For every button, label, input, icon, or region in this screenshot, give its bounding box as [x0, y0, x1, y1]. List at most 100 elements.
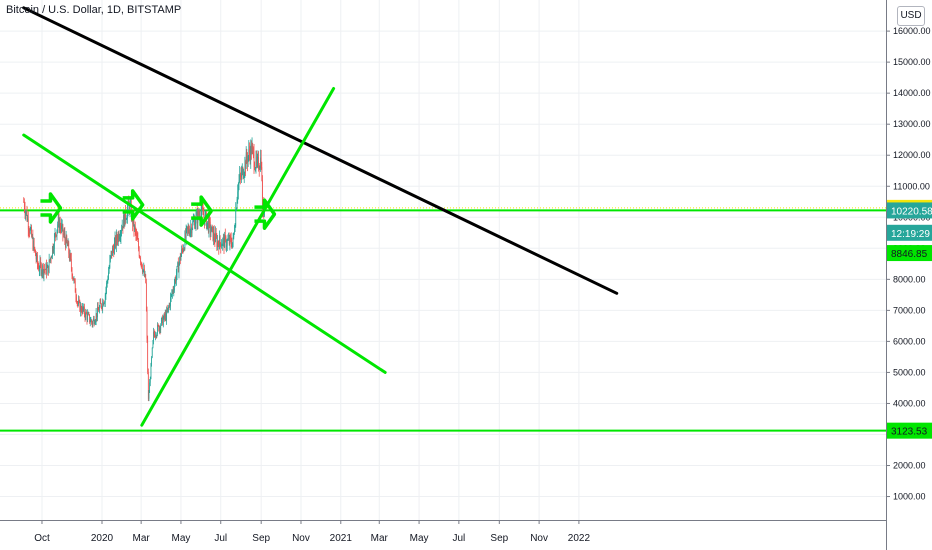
candle-down — [68, 248, 70, 262]
candle-down — [181, 244, 183, 254]
price-badge-text: 10220.58 — [891, 206, 932, 217]
candle-up — [168, 305, 169, 313]
candle-up — [217, 235, 218, 251]
candle-up — [110, 255, 111, 263]
candle-down — [223, 234, 225, 255]
candle-down — [29, 228, 30, 238]
x-tick-label: Jul — [214, 533, 227, 544]
candle-up — [207, 220, 209, 230]
candle-down — [77, 300, 79, 308]
candle-up — [248, 140, 250, 162]
candle-down — [118, 230, 120, 242]
candle-down — [230, 233, 231, 243]
candle-down — [142, 264, 143, 275]
candle-down — [240, 167, 242, 180]
price-badge-text: 8846.85 — [891, 249, 928, 260]
candle-down — [37, 251, 38, 270]
candle-up — [109, 254, 111, 269]
candle-up — [47, 264, 49, 269]
candle-up — [174, 278, 175, 293]
candle-down — [239, 172, 241, 185]
candle-down — [113, 243, 115, 258]
candle-up — [108, 266, 109, 280]
candle-up — [148, 389, 150, 402]
candle-up — [256, 153, 258, 169]
candle-down — [211, 224, 213, 233]
candle-down — [225, 235, 227, 251]
candle-up — [53, 233, 55, 256]
candle-up — [63, 227, 65, 239]
candle-up — [234, 224, 235, 235]
candle-up — [219, 230, 220, 250]
candle-up — [149, 376, 151, 387]
candle-up — [107, 275, 109, 284]
candle-up — [222, 237, 224, 251]
candle-down — [123, 213, 125, 229]
candle-down — [242, 166, 244, 180]
candle-up — [83, 303, 85, 312]
candle-down — [175, 275, 177, 284]
candle-up — [250, 139, 252, 169]
candle-down — [46, 259, 47, 279]
arrow-marker — [254, 198, 277, 230]
candle-down — [33, 237, 35, 254]
currency-button[interactable]: USD — [897, 6, 925, 26]
candle-up — [94, 319, 96, 325]
candle-down — [213, 225, 215, 245]
candle-down — [49, 259, 51, 263]
candle-up — [232, 242, 233, 249]
x-tick-label: 2020 — [91, 533, 114, 544]
candle-down — [202, 200, 204, 215]
candle-up — [168, 302, 170, 308]
candle-down — [71, 266, 73, 280]
candle-up — [196, 208, 197, 216]
candle-up — [56, 229, 58, 241]
candle-up — [119, 233, 121, 241]
candle-down — [74, 278, 76, 293]
candle-down — [137, 232, 139, 242]
candle-up — [67, 238, 69, 247]
candle-down — [189, 225, 190, 237]
candle-up — [53, 243, 55, 254]
chart-title: Bitcoin / U.S. Dollar, 1D, BITSTAMP — [6, 4, 182, 16]
candle-up — [176, 265, 178, 281]
candlestick-series — [23, 137, 265, 402]
candle-down — [64, 227, 66, 246]
candle-up — [121, 219, 123, 231]
arrow-markers — [40, 189, 277, 230]
candle-down — [63, 229, 64, 238]
x-tick-label: Sep — [252, 533, 270, 544]
candle-up — [99, 298, 101, 308]
candle-up — [113, 237, 115, 255]
candle-up — [50, 257, 51, 264]
candle-up — [102, 298, 104, 314]
candle-down — [115, 235, 117, 249]
candle-up — [241, 163, 243, 176]
candle-down — [217, 240, 219, 248]
candle-down — [246, 148, 248, 165]
candle-up — [226, 238, 228, 251]
candle-up — [104, 300, 106, 304]
x-tick-label: Mar — [133, 533, 151, 544]
candle-up — [234, 223, 236, 233]
candle-up — [191, 227, 193, 237]
candle-down — [250, 140, 252, 160]
candle-up — [33, 237, 34, 251]
candle-up — [152, 339, 154, 349]
candle-up — [46, 262, 48, 276]
candle-down — [68, 240, 70, 259]
candle-down — [136, 231, 138, 240]
candle-down — [220, 242, 222, 254]
candle-down — [188, 224, 190, 234]
candle-up — [115, 229, 117, 253]
candle-down — [59, 216, 61, 234]
candle-up — [166, 306, 167, 325]
x-tick-label: Nov — [292, 533, 310, 544]
candle-up — [39, 255, 41, 276]
y-tick-label: 4000.00 — [893, 398, 926, 408]
candle-up — [54, 228, 56, 238]
candle-down — [89, 314, 91, 324]
candle-up — [210, 224, 212, 238]
candle-down — [76, 300, 78, 307]
